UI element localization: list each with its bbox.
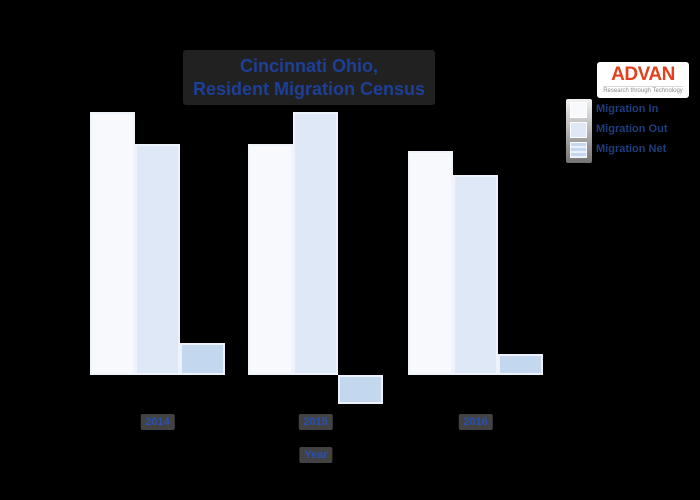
x-tick-2016: 2016 xyxy=(458,414,493,430)
advan-logo: ADVAN Research through Technology xyxy=(597,62,689,98)
legend-swatch-migration-out xyxy=(570,122,587,138)
bar-migration-in-2015 xyxy=(248,144,293,375)
bar-migration-out-2015 xyxy=(293,112,338,375)
legend-label-migration-in: Migration In xyxy=(596,103,659,115)
legend-swatch-migration-net xyxy=(570,142,587,158)
legend-swatch-migration-in xyxy=(570,102,587,118)
chart-title-line2: Resident Migration Census xyxy=(192,79,426,99)
bar-migration-net-2015 xyxy=(338,375,383,404)
legend-label-migration-net: Migration Net xyxy=(596,143,667,155)
bar-migration-out-2016 xyxy=(453,175,498,375)
chart-title: Cincinnati Ohio, Resident Migration Cens… xyxy=(183,50,435,105)
legend-label-migration-out: Migration Out xyxy=(596,123,668,135)
advan-tagline: Research through Technology xyxy=(603,86,683,94)
bar-migration-in-2014 xyxy=(90,112,135,375)
chart-title-line1: Cincinnati Ohio, xyxy=(240,56,378,76)
x-axis-label: Year xyxy=(299,447,333,463)
x-tick-2015: 2015 xyxy=(298,414,333,430)
bar-migration-in-2016 xyxy=(408,151,453,375)
x-tick-2014: 2014 xyxy=(140,414,175,430)
advan-brand-text: ADVAN xyxy=(611,64,675,85)
bar-migration-net-2016 xyxy=(498,354,543,375)
bar-migration-out-2014 xyxy=(135,144,180,375)
bar-migration-net-2014 xyxy=(180,343,225,375)
